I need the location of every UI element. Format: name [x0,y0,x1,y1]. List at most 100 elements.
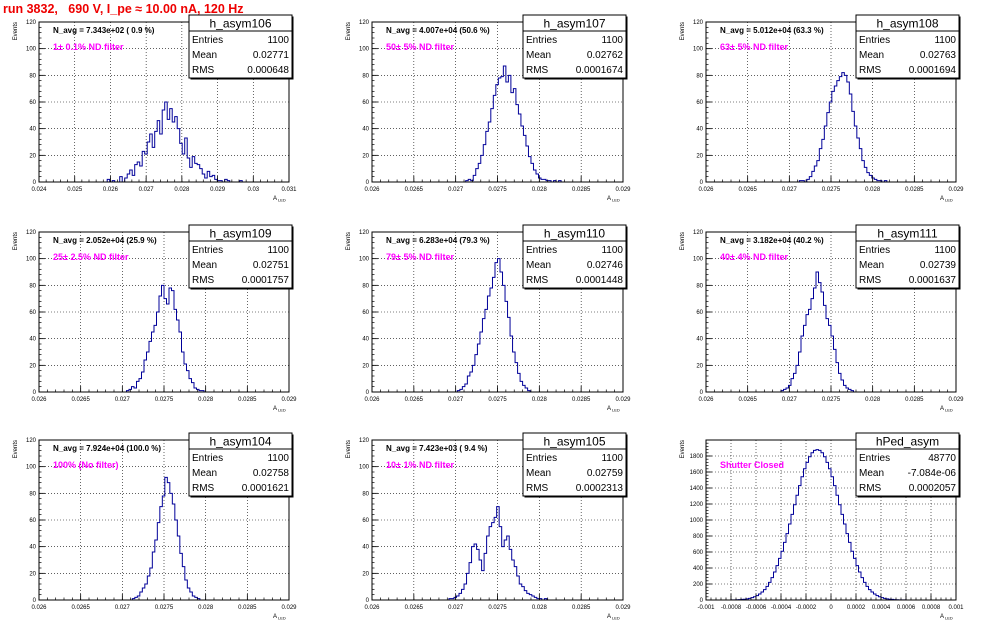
x-tick-label: 0.001 [948,605,964,611]
y-tick-label: 40 [29,337,36,343]
stats-mean-label: Mean [192,468,217,479]
histogram-panel-h_asym106: 0.024 0.025 0.026 0.027 0.028 0.029 0.03 0.031 0… [13,14,297,203]
x-tick-label: 0.0265 [405,605,424,611]
x-axis-label-subscript: LED [945,616,953,621]
y-axis-label: Events [680,232,686,250]
y-axis-label: Events [346,232,352,250]
histogram-panel-h_asym104: 0.026 0.0265 0.027 0.0275 0.028 0.0285 0.029 0 2… [13,432,297,621]
n-avg-label: N_avg = 7.343e+02 ( 0.9 %) [53,26,155,35]
n-avg-label: N_avg = 7.423e+03 ( 9.4 %) [386,444,488,453]
x-axis-label-subscript: LED [278,198,286,203]
filter-annotation: 63± 5% ND filter [720,42,788,52]
x-axis-label: A [273,614,277,620]
y-tick-label: 0 [33,598,37,604]
y-tick-label: 40 [29,545,36,551]
y-tick-label: 60 [29,310,36,316]
y-axis-label: Events [346,22,352,40]
y-tick-label: 400 [693,566,704,572]
stats-rms-value: 0.0001757 [242,275,290,286]
stats-rms-value: 0.0002057 [909,483,957,494]
filter-annotation: 100% (No filter) [53,460,119,470]
stats-entries-label: Entries [859,35,890,46]
histogram-bins [456,258,531,392]
stats-mean-label: Mean [859,260,884,271]
n-avg-label: N_avg = 7.924e+04 (100.0 %) [53,444,161,453]
x-tick-label: 0.026 [31,605,47,611]
histogram-name: hPed_asym [876,435,939,449]
stats-rms-label: RMS [526,275,549,286]
x-axis-label-subscript: LED [612,198,620,203]
x-tick-label: 0.0275 [822,397,841,403]
filter-annotation: 1± 0.1% ND filter [53,42,124,52]
x-tick-label: 0.0002 [847,605,866,611]
x-axis-label: A [607,614,611,620]
x-tick-label: 0.0275 [488,397,507,403]
stats-rms-label: RMS [859,65,882,76]
x-tick-label: 0.0265 [71,605,90,611]
x-axis-label: A [607,406,611,412]
y-tick-label: 20 [362,153,369,159]
y-axis-label: Events [680,22,686,40]
histogram-panel-h_asym105: 0.026 0.0265 0.027 0.0275 0.028 0.0285 0.029 0 2… [346,432,631,621]
stats-box [855,224,960,289]
stats-mean-label: Mean [526,50,551,61]
filter-annotation: 40± 4% ND filter [720,252,788,262]
stats-entries-value: 1100 [601,453,623,464]
y-axis-label: Events [680,440,686,458]
x-tick-label: 0.026 [364,605,380,611]
stats-mean-label: Mean [192,260,217,271]
n-avg-label: N_avg = 3.182e+04 (40.2 %) [720,236,824,245]
x-tick-label: -0.001 [697,605,715,611]
y-tick-label: 200 [693,582,704,588]
x-tick-label: 0.031 [281,187,297,193]
x-tick-label: 0.029 [615,187,631,193]
stats-rms-label: RMS [859,275,882,286]
x-tick-label: 0.027 [139,187,155,193]
stats-rms-value: 0.0001694 [909,65,957,76]
stats-mean-label: Mean [859,468,884,479]
x-tick-label: 0.028 [198,605,214,611]
y-tick-label: 40 [362,337,369,343]
x-tick-label: 0.027 [448,187,464,193]
histogram-name: h_asym108 [876,17,938,31]
y-tick-label: 0 [366,390,370,396]
stats-rms-value: 0.0002313 [576,483,624,494]
y-tick-label: 80 [29,73,36,79]
x-tick-label: 0.0285 [572,397,591,403]
stats-mean-label: Mean [526,260,551,271]
y-tick-label: 120 [359,20,370,26]
x-tick-label: 0.0265 [405,187,424,193]
y-tick-label: 0 [700,180,704,186]
x-axis-label-subscript: LED [278,408,286,413]
x-tick-label: 0.0275 [822,187,841,193]
stats-box [188,432,293,497]
stats-mean-value: -7.084e-06 [908,468,957,479]
y-tick-label: 120 [26,20,37,26]
x-axis-label-subscript: LED [945,198,953,203]
y-tick-label: 120 [693,230,704,236]
x-tick-label: 0.0006 [897,605,916,611]
y-tick-label: 40 [696,127,703,133]
x-axis-label: A [940,196,944,202]
stats-rms-label: RMS [192,275,215,286]
x-axis-label-subscript: LED [945,408,953,413]
x-axis-label: A [940,406,944,412]
stats-rms-label: RMS [859,483,882,494]
x-tick-label: 0.026 [103,187,119,193]
filter-annotation: 50± 5% ND filter [386,42,454,52]
histogram-name: h_asym106 [209,17,271,31]
stats-entries-value: 48770 [928,453,956,464]
y-tick-label: 80 [29,283,36,289]
stats-rms-label: RMS [192,483,215,494]
y-tick-label: 60 [696,100,703,106]
histogram-bins [730,449,907,601]
stats-entries-value: 1100 [934,245,956,256]
stats-entries-value: 1100 [267,453,289,464]
histogram-name: h_asym104 [209,435,271,449]
x-tick-label: 0.029 [615,605,631,611]
x-tick-label: 0.0275 [155,605,174,611]
x-tick-label: 0.0285 [572,605,591,611]
y-tick-label: 100 [359,47,370,53]
x-tick-label: 0.024 [31,187,47,193]
y-tick-label: 80 [362,73,369,79]
